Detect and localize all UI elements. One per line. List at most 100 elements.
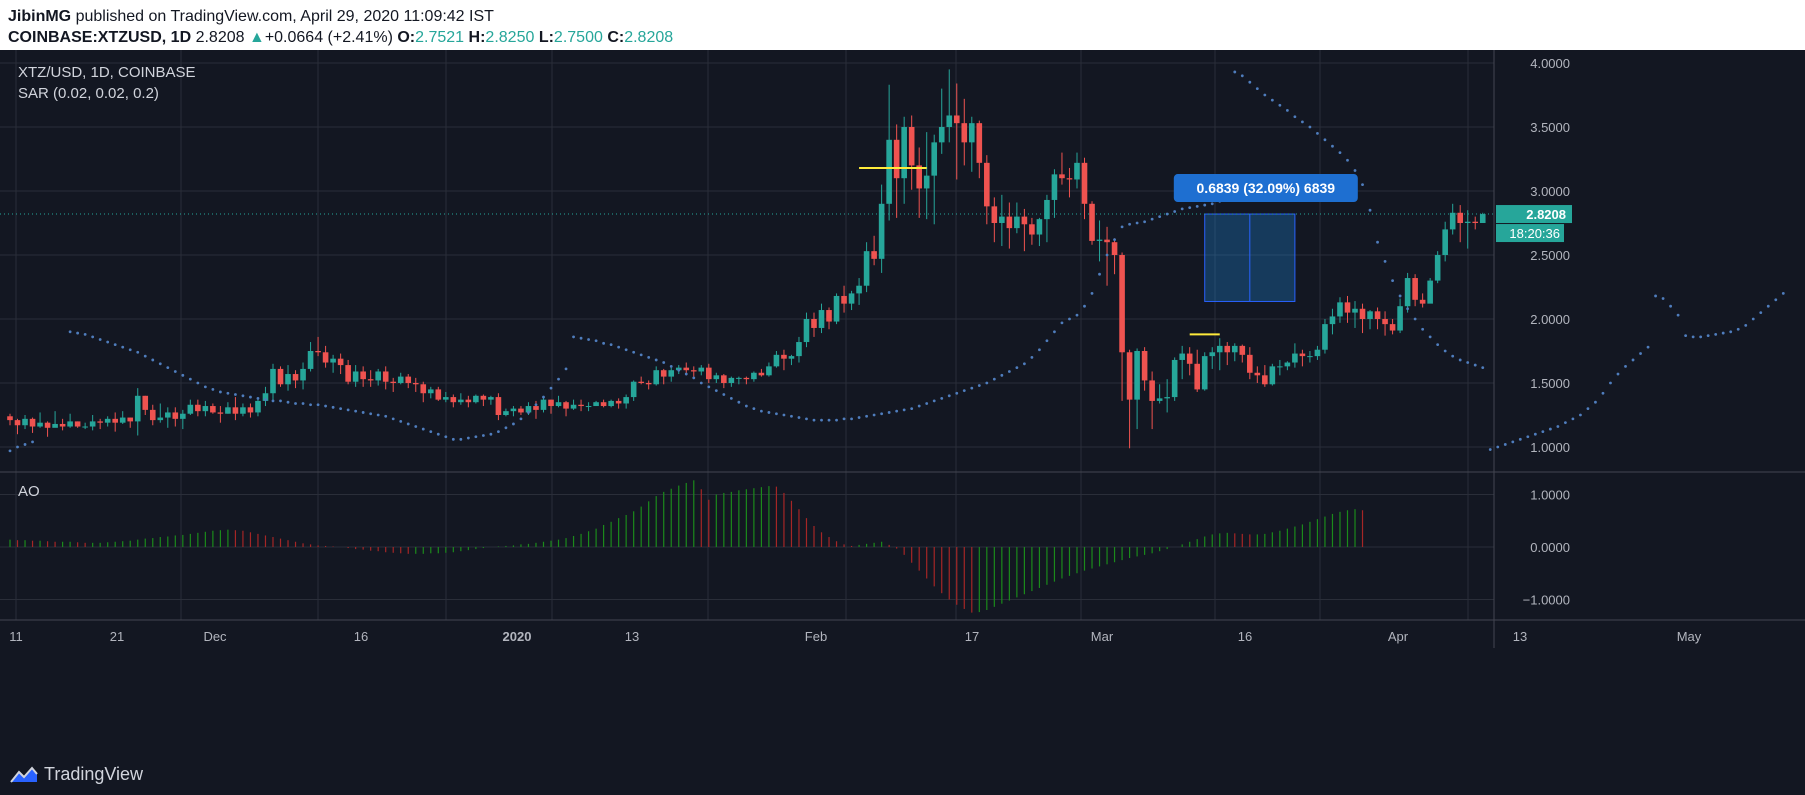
sar-dot: [1781, 292, 1785, 295]
sar-dot: [1346, 158, 1349, 162]
time-tick-label: Apr: [1388, 629, 1409, 644]
candle-body: [1292, 353, 1298, 363]
candle-body: [157, 417, 164, 421]
sar-dot: [767, 411, 771, 414]
sar-dot: [391, 417, 395, 421]
candle-body: [938, 127, 945, 143]
sar-dot: [1488, 448, 1492, 451]
candle-body: [886, 139, 892, 204]
candle-body: [811, 319, 817, 328]
sar-dot: [1165, 212, 1169, 216]
sar-dot: [527, 411, 530, 414]
sar-dot: [1579, 413, 1582, 417]
candle-body: [818, 310, 825, 328]
candle-body: [1337, 302, 1343, 317]
sar-dot: [902, 408, 906, 412]
sar-dot: [1143, 220, 1147, 224]
sar-dot: [1669, 304, 1672, 308]
candle-body: [1464, 221, 1471, 223]
candle-body: [187, 404, 194, 414]
candle-body: [397, 376, 404, 383]
sar-dot: [1496, 445, 1500, 449]
sar-dot: [940, 396, 944, 400]
candle-body: [758, 372, 765, 376]
author-name[interactable]: JibinMG: [8, 8, 72, 25]
candle-body: [773, 354, 780, 367]
sar-dot: [1128, 222, 1131, 226]
sar-dot: [1654, 294, 1657, 298]
sar-dot: [805, 417, 808, 421]
candle-body: [1359, 308, 1366, 319]
candle-body: [375, 371, 381, 381]
candle-body: [112, 418, 118, 423]
sar-dot: [609, 343, 613, 346]
sar-dot: [1195, 204, 1199, 208]
sar-dot: [1639, 352, 1642, 355]
price-chart[interactable]: 0.6839 (32.09%) 6839 4.0000 3.5000 3.0000 2.…: [0, 50, 1805, 755]
candle-body: [67, 421, 73, 427]
last-price-axis-label: 2.8208: [1526, 207, 1566, 222]
sar-dot: [1526, 435, 1530, 439]
candle-body: [142, 395, 149, 410]
publish-info: JibinMG published on TradingView.com, Ap…: [8, 8, 494, 26]
sar-dot: [68, 330, 72, 334]
sar-dot: [925, 402, 929, 405]
sar-dot: [1098, 272, 1101, 276]
candle-body: [1201, 356, 1208, 390]
candle-body: [1322, 324, 1328, 350]
sar-dot: [1060, 321, 1064, 325]
sar-dot: [226, 391, 230, 395]
sar-dot: [211, 388, 215, 391]
price-tick-label: 2.0000: [1530, 312, 1570, 327]
candle-body: [871, 251, 877, 259]
candle-body: [7, 416, 13, 421]
candle-body: [74, 421, 81, 427]
candle-body: [721, 375, 727, 383]
candle-body: [1126, 352, 1133, 400]
candle-body: [1051, 174, 1058, 200]
sar-dot: [782, 413, 786, 417]
candle-body: [1066, 178, 1073, 180]
sar-dot: [1721, 331, 1725, 335]
sar-dot: [1631, 358, 1635, 362]
sar-dot: [1368, 208, 1372, 212]
candle-body: [1111, 242, 1118, 255]
candle-body: [1216, 345, 1223, 353]
candle-body: [788, 356, 795, 359]
candle-body: [1427, 280, 1433, 304]
sar-dot: [744, 404, 748, 408]
sar-dot: [865, 414, 868, 418]
sar-dot: [842, 417, 846, 421]
sar-dot: [1729, 330, 1733, 334]
sar-dot: [1413, 317, 1417, 321]
sar-dot: [632, 350, 636, 354]
sar-dot: [722, 393, 726, 396]
sar-dot: [121, 345, 125, 349]
sar-dot: [1090, 292, 1094, 295]
candle-body: [826, 310, 832, 322]
candle-body: [1404, 278, 1411, 307]
sar-dot: [790, 414, 793, 418]
candle-body: [728, 377, 735, 383]
sar-dot: [910, 407, 914, 410]
sar-dot: [309, 403, 312, 407]
sar-dot: [654, 358, 658, 362]
high-value: 2.8250: [485, 29, 535, 46]
last-price: 2.8208: [195, 29, 245, 46]
sar-dot: [797, 416, 801, 419]
measure-label-box: [1173, 174, 1358, 203]
candle-body: [1156, 398, 1163, 401]
candle-body: [1382, 319, 1388, 325]
sar-dot: [850, 417, 853, 421]
time-tick-label: Mar: [1091, 629, 1114, 644]
tradingview-brand[interactable]: TradingView: [10, 764, 143, 785]
candle-body: [172, 412, 179, 419]
candle-body: [1397, 306, 1403, 331]
sar-dot: [1270, 98, 1274, 102]
tradingview-logo-icon: [10, 765, 38, 783]
candle-body: [908, 127, 915, 166]
ao-tick-label: −1.0000: [1523, 593, 1570, 608]
candle-body: [1352, 308, 1358, 313]
sar-dot: [1150, 217, 1154, 221]
candle-body: [743, 377, 750, 380]
